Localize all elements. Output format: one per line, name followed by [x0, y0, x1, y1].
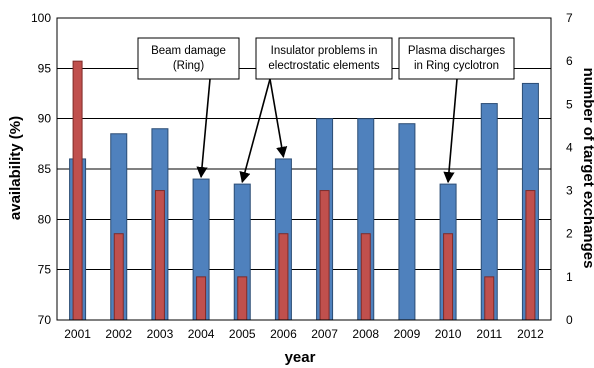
x-tick-label: 2004	[188, 327, 215, 341]
annotation-arrow	[239, 78, 271, 184]
y2-tick-label: 6	[566, 54, 573, 68]
y-axis-title: availability (%)	[7, 116, 24, 220]
y2-axis-ticks: 0 1 2 3 4 5 6 7	[566, 11, 573, 327]
x-tick-label: 2005	[229, 327, 256, 341]
annotation-text: Plasma discharges	[408, 45, 505, 57]
target-exchange-bar	[196, 276, 207, 321]
target-exchange-bar	[484, 276, 495, 321]
x-tick-label: 2002	[105, 327, 132, 341]
annotation-arrow	[443, 78, 458, 184]
y2-tick-label: 4	[566, 140, 573, 154]
y-tick-label: 100	[31, 11, 51, 25]
annotation-text: Insulator problems in	[271, 45, 378, 57]
x-axis-ticks: 2001 2002 2003 2004 2005 2006 2007 2008 2009 2010…	[64, 327, 544, 341]
annotation-text: Beam damage	[151, 45, 226, 57]
y-axis-ticks: 70 75 80 85 90 95 100	[31, 11, 51, 327]
y-tick-label: 75	[38, 263, 52, 277]
x-tick-label: 2009	[394, 327, 421, 341]
x-tick-label: 2012	[517, 327, 544, 341]
target-exchange-bar	[154, 190, 165, 321]
target-exchange-bar	[72, 60, 83, 321]
plot-frame	[56, 17, 552, 321]
target-exchange-bar	[237, 276, 248, 321]
target-exchange-bar	[278, 233, 289, 321]
target-exchange-bar	[319, 190, 330, 321]
y2-tick-label: 3	[566, 184, 573, 198]
annotation-box	[137, 37, 240, 80]
y2-tick-label: 2	[566, 227, 573, 241]
target-exchange-bar	[525, 190, 536, 321]
annotations: Beam damage (Ring) Insulator problems in el…	[137, 37, 515, 184]
y2-axis-title: number of target exchanges	[580, 68, 594, 269]
annotation-text: in Ring cyclotron	[414, 60, 499, 72]
y-tick-label: 70	[38, 313, 52, 327]
target-exchange-bar	[443, 233, 454, 321]
y-tick-label: 85	[38, 162, 52, 176]
y-tick-label: 80	[38, 212, 52, 226]
annotation-box	[398, 37, 515, 80]
annotation-arrow	[196, 78, 211, 179]
annotation-text: electrostatic elements	[268, 60, 379, 72]
x-axis-title: year	[285, 349, 316, 366]
target-exchange-bars	[72, 60, 536, 321]
target-exchange-bar	[360, 233, 371, 321]
x-tick-label: 2011	[476, 327, 502, 341]
availability-bar	[398, 123, 416, 321]
annotation-arrow	[269, 78, 288, 159]
x-tick-label: 2001	[64, 327, 91, 341]
annotation-box	[255, 37, 393, 80]
x-tick-label: 2010	[435, 327, 462, 341]
target-exchange-bar	[113, 233, 124, 321]
y2-tick-label: 0	[566, 313, 573, 327]
x-tick-label: 2003	[147, 327, 174, 341]
x-tick-label: 2007	[311, 327, 338, 341]
x-tick-label: 2008	[352, 327, 379, 341]
y2-tick-label: 5	[566, 97, 573, 111]
y-tick-label: 95	[38, 61, 52, 75]
y-tick-label: 90	[38, 112, 52, 126]
y2-tick-label: 7	[566, 11, 573, 25]
y2-tick-label: 1	[566, 270, 573, 284]
x-tick-label: 2006	[270, 327, 297, 341]
annotation-text: (Ring)	[173, 60, 204, 72]
